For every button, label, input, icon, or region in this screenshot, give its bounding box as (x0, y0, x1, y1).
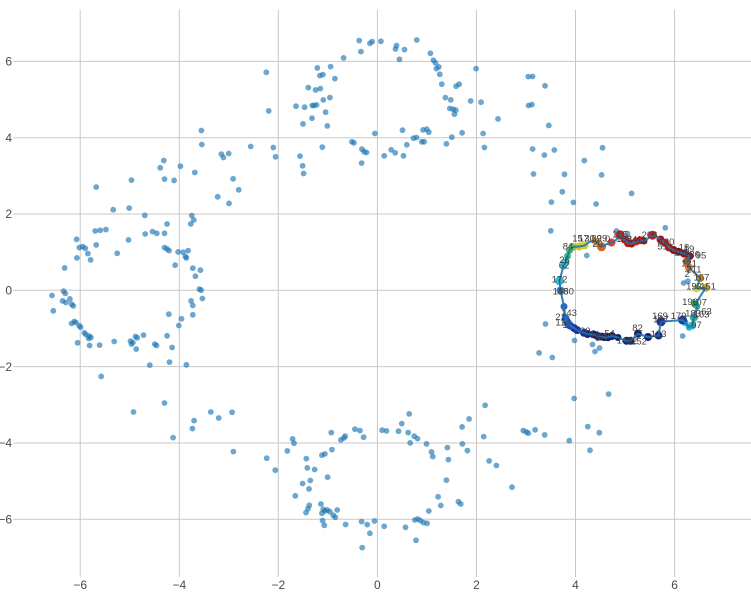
svg-text:133: 133 (651, 329, 667, 340)
svg-text:188: 188 (553, 286, 569, 297)
svg-text:26: 26 (559, 255, 570, 266)
svg-text:0: 0 (605, 234, 610, 245)
svg-text:19: 19 (684, 244, 695, 255)
svg-text:163: 163 (694, 310, 710, 321)
svg-text:109: 109 (674, 248, 690, 259)
svg-text:−4: −4 (0, 436, 12, 450)
svg-text:4: 4 (5, 131, 12, 145)
svg-text:95: 95 (696, 251, 707, 262)
svg-text:44: 44 (589, 330, 600, 341)
svg-text:120: 120 (575, 326, 591, 337)
svg-text:−2: −2 (271, 578, 285, 592)
svg-text:84: 84 (563, 242, 574, 253)
svg-text:172: 172 (552, 274, 568, 285)
svg-text:167: 167 (694, 273, 710, 284)
svg-text:15: 15 (572, 234, 583, 245)
svg-text:51: 51 (657, 242, 668, 253)
svg-text:62: 62 (559, 261, 570, 272)
svg-text:136: 136 (684, 250, 700, 261)
svg-text:180: 180 (558, 286, 574, 297)
svg-text:114: 114 (555, 317, 570, 328)
svg-text:206: 206 (642, 230, 658, 241)
svg-text:155: 155 (612, 230, 628, 241)
svg-text:179: 179 (671, 311, 687, 322)
svg-text:82: 82 (632, 323, 643, 334)
svg-text:169: 169 (652, 311, 668, 322)
svg-text:2: 2 (684, 269, 689, 280)
svg-text:30: 30 (584, 234, 595, 245)
svg-text:167: 167 (653, 315, 669, 326)
svg-text:−6: −6 (0, 513, 12, 527)
svg-text:−2: −2 (0, 360, 12, 374)
svg-text:92: 92 (627, 336, 638, 347)
svg-text:89: 89 (591, 233, 602, 244)
svg-text:143: 143 (561, 308, 577, 319)
svg-text:152: 152 (631, 337, 647, 348)
svg-text:5: 5 (595, 333, 600, 344)
svg-text:158: 158 (616, 234, 632, 245)
svg-text:63: 63 (701, 307, 712, 318)
svg-text:0: 0 (5, 284, 12, 298)
svg-text:4: 4 (572, 578, 579, 592)
svg-text:21: 21 (555, 312, 566, 323)
svg-text:−6: −6 (73, 578, 87, 592)
svg-text:84: 84 (627, 235, 638, 246)
svg-text:54: 54 (604, 329, 615, 340)
svg-text:2: 2 (473, 578, 480, 592)
svg-text:211: 211 (686, 265, 701, 276)
svg-text:−4: −4 (172, 578, 186, 592)
svg-text:0: 0 (374, 578, 381, 592)
svg-text:196: 196 (682, 297, 698, 308)
svg-text:6: 6 (671, 578, 678, 592)
svg-text:183: 183 (685, 309, 701, 320)
svg-text:180: 180 (659, 237, 675, 248)
svg-text:41: 41 (636, 235, 647, 246)
svg-text:20: 20 (592, 239, 603, 250)
svg-text:107: 107 (691, 297, 707, 308)
svg-text:2: 2 (5, 207, 12, 221)
svg-text:18: 18 (679, 243, 690, 254)
svg-text:29: 29 (597, 234, 608, 245)
svg-text:145: 145 (617, 336, 633, 347)
svg-text:121: 121 (681, 259, 697, 270)
svg-text:151: 151 (700, 281, 716, 292)
svg-text:97: 97 (691, 320, 702, 331)
svg-text:17: 17 (578, 233, 589, 244)
svg-text:193: 193 (686, 281, 702, 292)
svg-text:85: 85 (598, 332, 609, 343)
svg-text:6: 6 (5, 55, 12, 69)
svg-text:1: 1 (562, 320, 567, 331)
